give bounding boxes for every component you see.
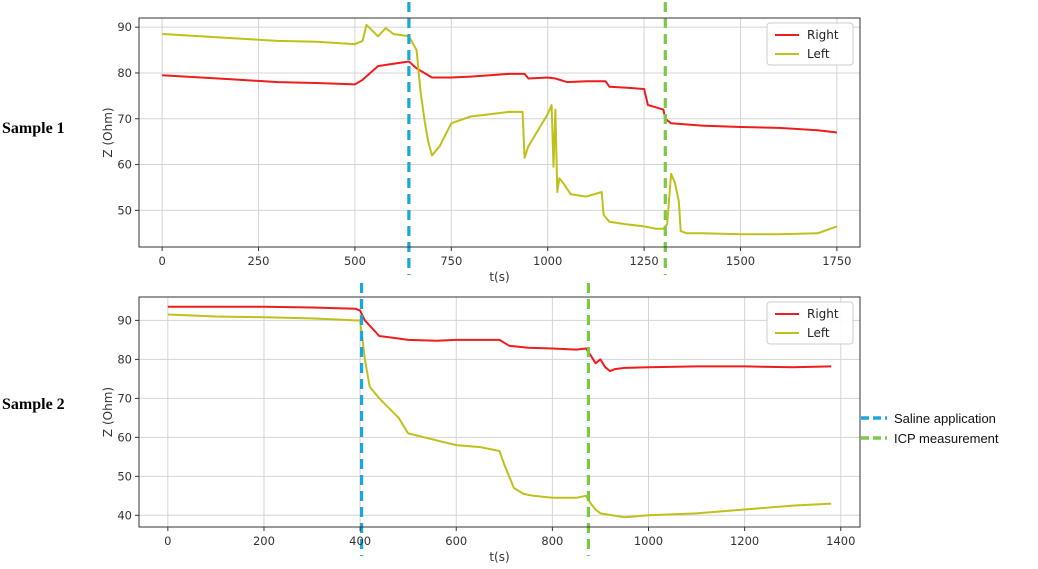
x-axis-label: t(s) — [489, 550, 509, 564]
chart-sample-2: 0 200 400 600 800 1000 1200 1400 40 50 60 70 80 90 t… — [101, 283, 861, 564]
x-tick-label: 1400 — [826, 534, 855, 548]
sample-2-label: Sample 2 — [2, 396, 65, 413]
legend: Right Left — [766, 301, 854, 345]
x-tick-label: 1250 — [629, 254, 658, 268]
y-tick-labels: 50 60 70 80 90 — [117, 20, 139, 217]
legend-label-right: Right — [807, 28, 839, 42]
legend: Right Left — [766, 22, 854, 66]
vline-layer — [359, 283, 591, 556]
y-axis-label: Z (Ohm) — [101, 387, 115, 437]
grid-lines — [139, 297, 860, 527]
x-tick-label: 400 — [349, 534, 371, 548]
y-tick-label: 50 — [117, 469, 132, 483]
external-legend: Saline application ICP measurement — [861, 411, 999, 446]
x-tick-label: 1750 — [822, 254, 851, 268]
y-axis-label: Z (Ohm) — [101, 107, 115, 157]
x-tick-label: 0 — [158, 254, 165, 268]
y-tick-label: 70 — [117, 112, 132, 126]
y-tick-labels: 40 50 60 70 80 90 — [117, 313, 139, 522]
y-tick-label: 40 — [117, 508, 132, 522]
x-tick-label: 200 — [253, 534, 275, 548]
y-tick-label: 80 — [117, 66, 132, 80]
x-tick-label: 250 — [248, 254, 270, 268]
x-tick-labels: 0 250 500 750 1000 1250 1500 1750 — [158, 247, 852, 268]
icp-legend-label: ICP measurement — [894, 431, 999, 446]
plot-frame — [138, 17, 861, 248]
saline-legend-label: Saline application — [894, 411, 996, 426]
series-line-left — [167, 313, 832, 519]
x-tick-label: 800 — [541, 534, 563, 548]
x-tick-label: 1500 — [726, 254, 755, 268]
y-tick-label: 60 — [117, 158, 132, 172]
series-line-left — [162, 23, 838, 236]
x-tick-label: 1000 — [634, 534, 663, 548]
x-tick-label: 500 — [344, 254, 366, 268]
grid-lines — [139, 18, 860, 247]
x-tick-label: 750 — [440, 254, 462, 268]
series-layer — [162, 23, 838, 236]
x-tick-label: 0 — [164, 534, 171, 548]
legend-label-left: Left — [807, 47, 830, 61]
y-tick-label: 90 — [117, 313, 132, 327]
y-tick-label: 80 — [117, 352, 132, 366]
y-tick-label: 70 — [117, 391, 132, 405]
series-line-right — [167, 305, 832, 373]
y-tick-label: 60 — [117, 430, 132, 444]
x-tick-label: 1200 — [730, 534, 759, 548]
x-tick-label: 1000 — [533, 254, 562, 268]
x-tick-label: 600 — [445, 534, 467, 548]
y-tick-label: 90 — [117, 20, 132, 34]
series-line-right — [162, 60, 838, 134]
series-layer — [167, 305, 832, 519]
plot-frame — [138, 296, 861, 528]
sample-1-label: Sample 1 — [2, 120, 65, 137]
chart-sample-1: 0 250 500 750 1000 1250 1500 1750 50 60 70 80 90 t(… — [101, 2, 861, 284]
x-axis-label: t(s) — [489, 270, 509, 284]
x-tick-labels: 0 200 400 600 800 1000 1200 1400 — [164, 527, 855, 548]
legend-label-right: Right — [807, 307, 839, 321]
legend-label-left: Left — [807, 326, 830, 340]
y-tick-label: 50 — [117, 203, 132, 217]
vline-layer — [407, 2, 667, 275]
